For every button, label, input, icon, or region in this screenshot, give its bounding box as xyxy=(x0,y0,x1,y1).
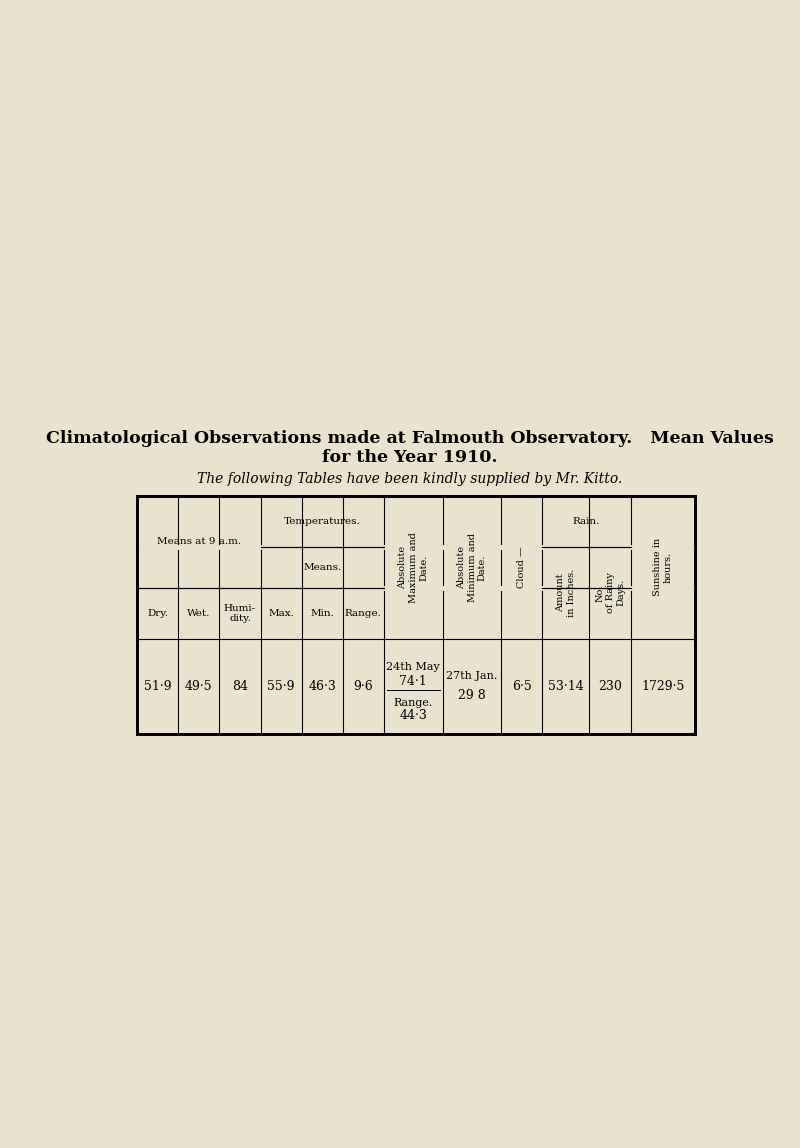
Text: 29 8: 29 8 xyxy=(458,689,486,703)
Text: Max.: Max. xyxy=(268,608,294,618)
Text: The following Tables have been kindly supplied by Mr. Kitto.: The following Tables have been kindly su… xyxy=(198,472,622,486)
Text: Wet.: Wet. xyxy=(187,608,210,618)
Text: Range.: Range. xyxy=(394,698,433,707)
Text: 9·6: 9·6 xyxy=(354,681,374,693)
Text: 1729·5: 1729·5 xyxy=(642,681,685,693)
Text: Range.: Range. xyxy=(345,608,382,618)
Text: Dry.: Dry. xyxy=(147,608,168,618)
Text: Rain.: Rain. xyxy=(573,517,600,526)
Text: Cloud —: Cloud — xyxy=(518,546,526,588)
Text: 27th Jan.: 27th Jan. xyxy=(446,672,498,681)
Text: Means.: Means. xyxy=(303,563,342,572)
Text: Climatological Observations made at Falmouth Observatory.   Mean Values: Climatological Observations made at Falm… xyxy=(46,429,774,447)
Text: Sunshine in
hours.: Sunshine in hours. xyxy=(653,538,673,597)
Text: 44·3: 44·3 xyxy=(399,709,427,722)
Text: Humi-
dity.: Humi- dity. xyxy=(224,604,256,623)
Text: Amount
in Inches.: Amount in Inches. xyxy=(556,568,576,616)
Text: for the Year 1910.: for the Year 1910. xyxy=(322,449,498,466)
Text: 6·5: 6·5 xyxy=(512,681,532,693)
Text: 74·1: 74·1 xyxy=(399,675,427,688)
Text: 53·14: 53·14 xyxy=(548,681,584,693)
Text: 51·9: 51·9 xyxy=(144,681,171,693)
Text: Min.: Min. xyxy=(310,608,334,618)
Text: 46·3: 46·3 xyxy=(308,681,336,693)
Text: No.
of Rainy
Days.: No. of Rainy Days. xyxy=(595,573,625,613)
Text: 24th May: 24th May xyxy=(386,662,440,673)
Text: 49·5: 49·5 xyxy=(185,681,213,693)
Text: 55·9: 55·9 xyxy=(267,681,295,693)
Text: 230: 230 xyxy=(598,681,622,693)
Text: Temperatures.: Temperatures. xyxy=(284,517,361,526)
Text: Means at 9 a.m.: Means at 9 a.m. xyxy=(157,537,241,546)
Text: Absolute
Maximum and
Date.: Absolute Maximum and Date. xyxy=(398,532,428,603)
Text: Absolute
Minimum and
Date.: Absolute Minimum and Date. xyxy=(457,533,487,602)
Text: 84: 84 xyxy=(232,681,248,693)
